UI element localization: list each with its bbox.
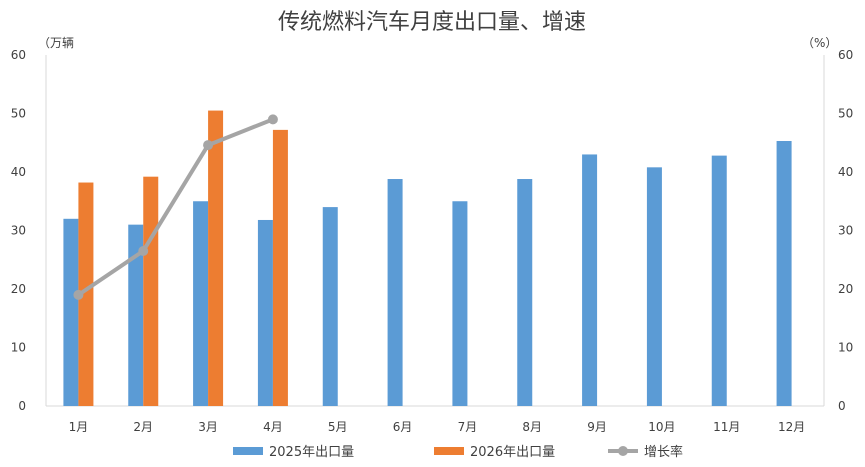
legend-swatch <box>233 447 263 455</box>
bar <box>711 155 727 406</box>
left-tick-label: 50 <box>11 107 26 121</box>
left-tick-label: 40 <box>11 165 26 179</box>
x-tick-label: 3月 <box>198 420 218 434</box>
right-tick-label: 50 <box>838 107 853 121</box>
right-tick-label: 10 <box>838 341 853 355</box>
x-tick-label: 2月 <box>133 420 153 434</box>
legend-label: 2026年出口量 <box>470 445 555 460</box>
bar <box>208 110 224 406</box>
x-tick-label: 6月 <box>393 420 413 434</box>
bar <box>63 218 79 406</box>
bar <box>517 179 533 406</box>
bar <box>387 179 403 406</box>
left-tick-label: 60 <box>11 48 26 62</box>
left-tick-label: 10 <box>11 341 26 355</box>
growth-rate-point <box>203 140 214 151</box>
growth-rate-point <box>138 245 149 256</box>
x-tick-label: 1月 <box>69 420 89 434</box>
bar <box>78 182 94 406</box>
bar <box>257 219 273 406</box>
right-tick-label: 20 <box>838 282 853 296</box>
left-tick-label: 20 <box>11 282 26 296</box>
bar <box>776 140 792 406</box>
right-tick-label: 30 <box>838 224 853 238</box>
x-axis-labels: 1月 2月 3月 4月 5月 6月 7月 8月 9月 10月 11月 12月 <box>69 420 806 434</box>
legend-label: 增长率 <box>644 444 683 460</box>
chart-title: 传统燃料汽车月度出口量、增速 <box>278 10 586 35</box>
x-tick-label: 5月 <box>328 420 348 434</box>
bar <box>322 207 338 406</box>
x-tick-label: 11月 <box>713 420 740 434</box>
bar <box>272 129 288 406</box>
left-axis-unit: （万辆 <box>38 36 74 50</box>
right-tick-label: 60 <box>838 48 853 62</box>
line-series <box>73 114 278 300</box>
x-tick-label: 10月 <box>648 420 675 434</box>
legend-swatch <box>434 447 464 455</box>
growth-rate-point <box>267 114 278 125</box>
left-tick-label: 30 <box>11 224 26 238</box>
x-tick-label: 12月 <box>778 420 805 434</box>
bar <box>143 176 159 406</box>
right-tick-label: 0 <box>838 399 846 413</box>
bar <box>128 224 144 406</box>
x-tick-label: 8月 <box>522 420 542 434</box>
growth-rate-line <box>77 117 274 297</box>
axes: 0 10 20 30 40 50 60 0 10 20 30 40 50 60 <box>11 48 854 413</box>
x-tick-label: 9月 <box>587 420 607 434</box>
legend-swatch-marker <box>618 446 628 456</box>
x-tick-label: 4月 <box>263 420 283 434</box>
right-tick-label: 40 <box>838 165 853 179</box>
growth-rate-point <box>73 289 84 300</box>
legend-label: 2025年出口量 <box>269 445 354 460</box>
right-axis-unit: （%） <box>802 36 837 50</box>
bar <box>646 167 662 406</box>
bar <box>193 201 209 406</box>
left-tick-label: 0 <box>18 399 26 413</box>
x-tick-label: 7月 <box>458 420 478 434</box>
bar <box>452 201 468 406</box>
legend: 2025年出口量 2026年出口量 增长率 <box>233 444 683 460</box>
bar <box>582 154 598 406</box>
bars <box>63 110 792 406</box>
